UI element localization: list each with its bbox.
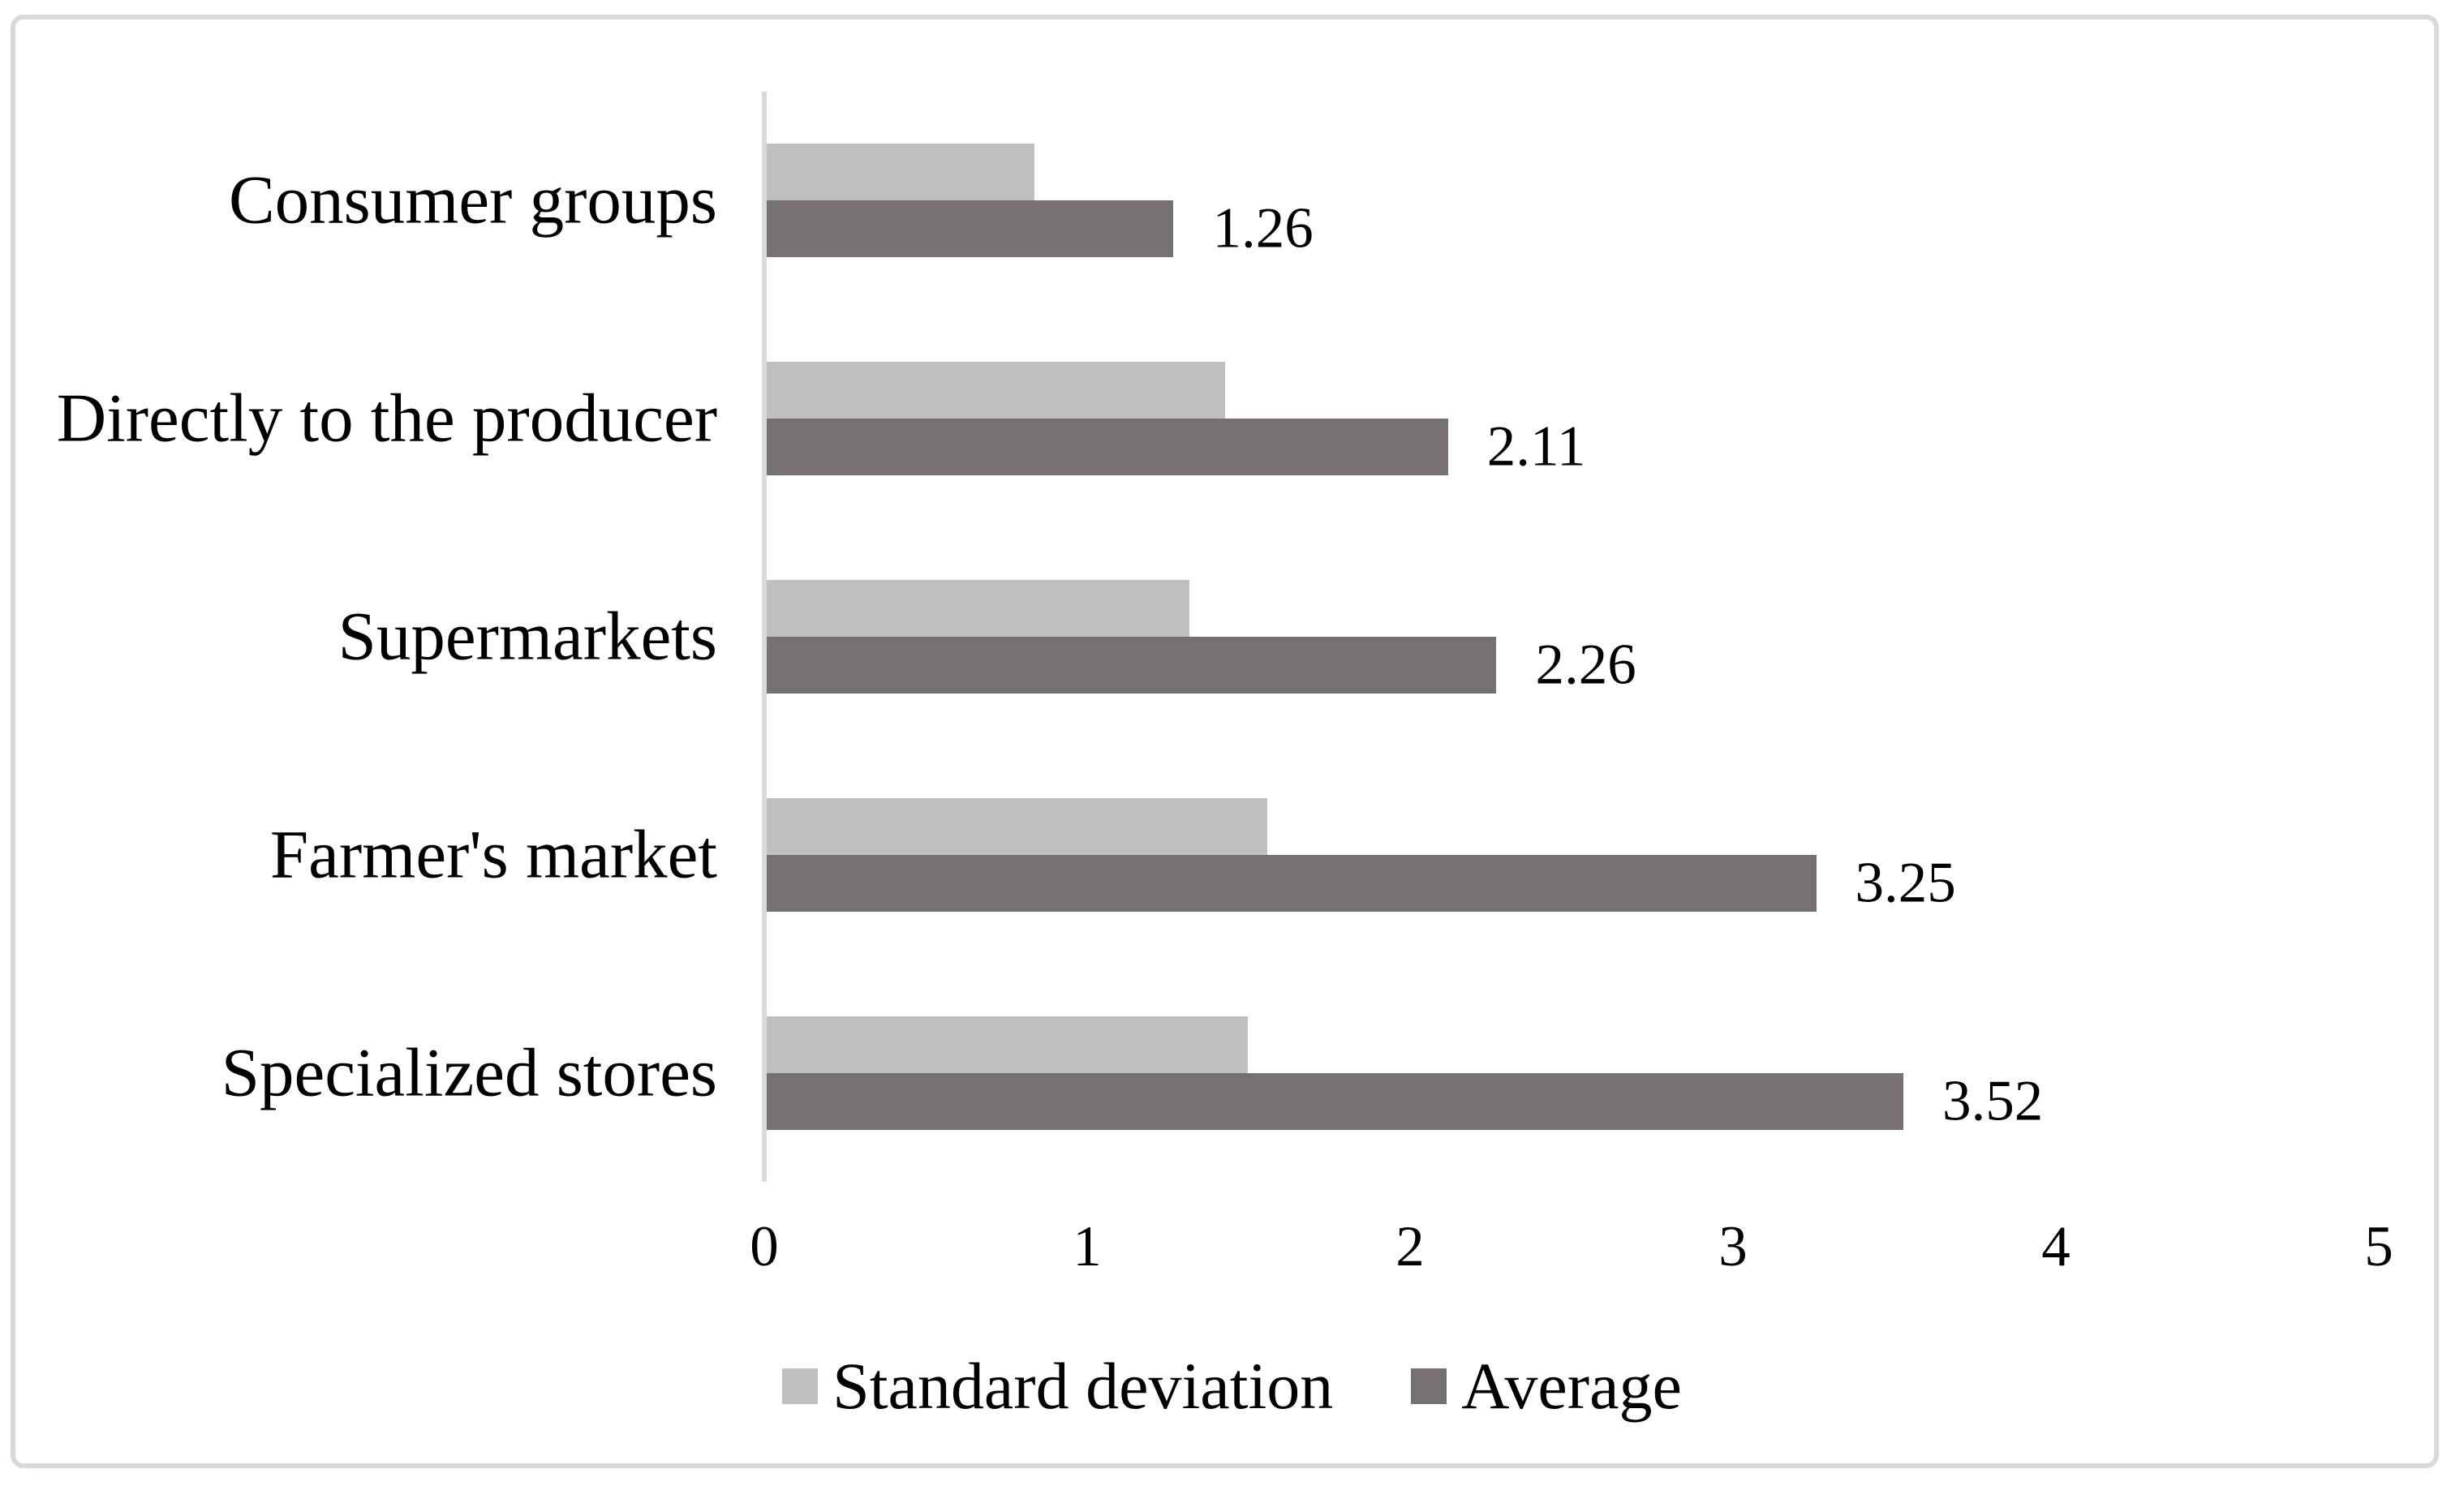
bar-average xyxy=(767,419,1448,476)
legend-swatch-average xyxy=(1411,1368,1447,1404)
category-label: Specialized stores xyxy=(221,1034,717,1111)
data-label-average: 3.25 xyxy=(1855,851,1956,915)
legend-label-average: Average xyxy=(1461,1349,1682,1423)
category-label: Directly to the producer xyxy=(56,380,717,457)
bar-standard-deviation xyxy=(767,1016,1249,1073)
legend-label-standard-deviation: Standard deviation xyxy=(832,1349,1334,1423)
bar-average xyxy=(767,200,1174,258)
bar-standard-deviation xyxy=(767,580,1190,637)
category-label: Consumer groups xyxy=(228,161,717,238)
x-tick-label: 1 xyxy=(1073,1215,1102,1278)
legend: Standard deviation Average xyxy=(0,1353,2464,1420)
x-tick-label: 4 xyxy=(2041,1215,2071,1278)
data-label-average: 2.26 xyxy=(1535,633,1636,697)
bar-standard-deviation xyxy=(767,362,1226,419)
bar-average xyxy=(767,854,1817,912)
bar-standard-deviation xyxy=(767,797,1267,855)
x-tick-label: 0 xyxy=(750,1215,779,1278)
x-tick-label: 3 xyxy=(1718,1215,1748,1278)
legend-swatch-standard-deviation xyxy=(782,1368,819,1404)
legend-item-standard-deviation: Standard deviation xyxy=(782,1353,1333,1420)
chart-border xyxy=(11,15,2439,1468)
bar-average xyxy=(767,637,1497,694)
bar-average xyxy=(767,1072,1903,1130)
category-label: Farmer's market xyxy=(269,816,717,893)
data-label-average: 3.52 xyxy=(1942,1069,2044,1133)
x-tick-label: 2 xyxy=(1395,1215,1425,1278)
legend-item-average: Average xyxy=(1411,1353,1682,1420)
x-tick-label: 5 xyxy=(2364,1215,2393,1278)
bar-standard-deviation xyxy=(767,144,1035,201)
category-label: Supermarkets xyxy=(338,598,717,675)
category-axis-line xyxy=(762,92,767,1182)
data-label-average: 2.11 xyxy=(1486,414,1586,479)
data-label-average: 1.26 xyxy=(1212,196,1314,260)
